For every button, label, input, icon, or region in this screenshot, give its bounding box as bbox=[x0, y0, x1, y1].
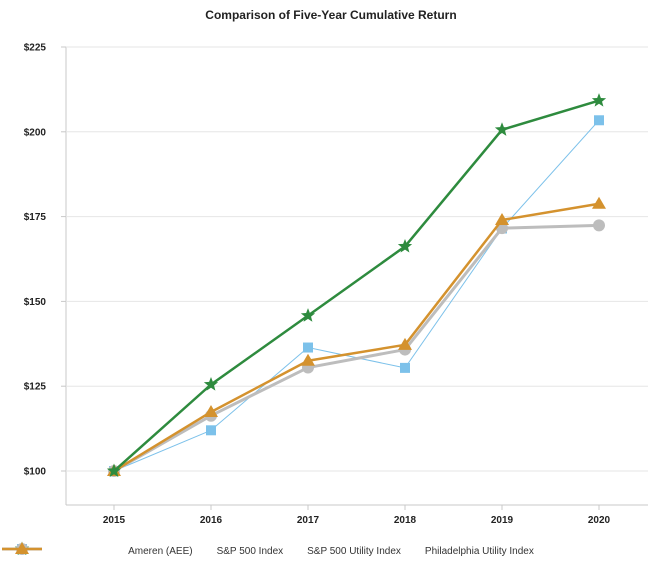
legend-item: Ameren (AEE) bbox=[2, 541, 193, 557]
data-point bbox=[398, 337, 412, 350]
y-tick-label: $150 bbox=[24, 297, 47, 308]
data-point bbox=[593, 219, 605, 232]
data-point bbox=[591, 93, 607, 107]
legend-label: S&P 500 Utility Index bbox=[307, 545, 401, 557]
y-tick-label: $200 bbox=[24, 127, 47, 138]
legend-item: S&P 500 Utility Index bbox=[2, 543, 401, 557]
x-tick-label: 2018 bbox=[394, 515, 417, 526]
series-s-p-500-utility-index bbox=[108, 219, 605, 477]
data-point bbox=[106, 463, 122, 478]
series-line bbox=[113, 99, 600, 472]
series-line bbox=[113, 119, 600, 472]
plot-area bbox=[65, 47, 648, 506]
x-tick-label: 2015 bbox=[103, 515, 126, 526]
x-tick-label: 2020 bbox=[588, 515, 611, 526]
series-ameren-aee bbox=[106, 93, 607, 478]
legend-item: Philadelphia Utility Index bbox=[2, 542, 534, 557]
data-point bbox=[301, 353, 315, 366]
y-tick-label: $225 bbox=[24, 43, 47, 54]
series-s-p-500-index bbox=[109, 115, 604, 476]
chart-title: Comparison of Five-Year Cumulative Retur… bbox=[205, 8, 457, 22]
chart-legend: Ameren (AEE) S&P 500 Index S&P 500 Utility… bbox=[0, 541, 662, 561]
legend-label: Philadelphia Utility Index bbox=[424, 545, 534, 557]
data-point bbox=[300, 308, 316, 322]
legend-item: S&P 500 Index bbox=[2, 544, 284, 557]
data-point bbox=[206, 425, 216, 436]
y-tick-label: $125 bbox=[24, 382, 47, 393]
legend-swatch bbox=[2, 542, 42, 554]
data-point bbox=[204, 404, 218, 417]
series-line bbox=[113, 223, 600, 473]
data-point bbox=[592, 196, 606, 209]
y-tick-label: $100 bbox=[24, 467, 47, 478]
data-point bbox=[303, 342, 313, 353]
series-philadelphia-utility-index bbox=[107, 196, 606, 476]
legend-label: Ameren (AEE) bbox=[128, 545, 193, 557]
data-point bbox=[203, 377, 219, 391]
x-tick-label: 2016 bbox=[200, 515, 223, 526]
data-point bbox=[594, 115, 604, 126]
series-line bbox=[113, 202, 600, 473]
x-tick-label: 2017 bbox=[297, 515, 320, 526]
legend-label: S&P 500 Index bbox=[216, 545, 284, 557]
data-point bbox=[494, 122, 510, 136]
y-tick-label: $175 bbox=[24, 212, 47, 223]
x-tick-label: 2019 bbox=[491, 515, 514, 526]
data-point bbox=[397, 238, 413, 253]
data-point bbox=[400, 362, 410, 373]
data-point bbox=[495, 212, 509, 225]
legend-marker bbox=[15, 542, 29, 554]
